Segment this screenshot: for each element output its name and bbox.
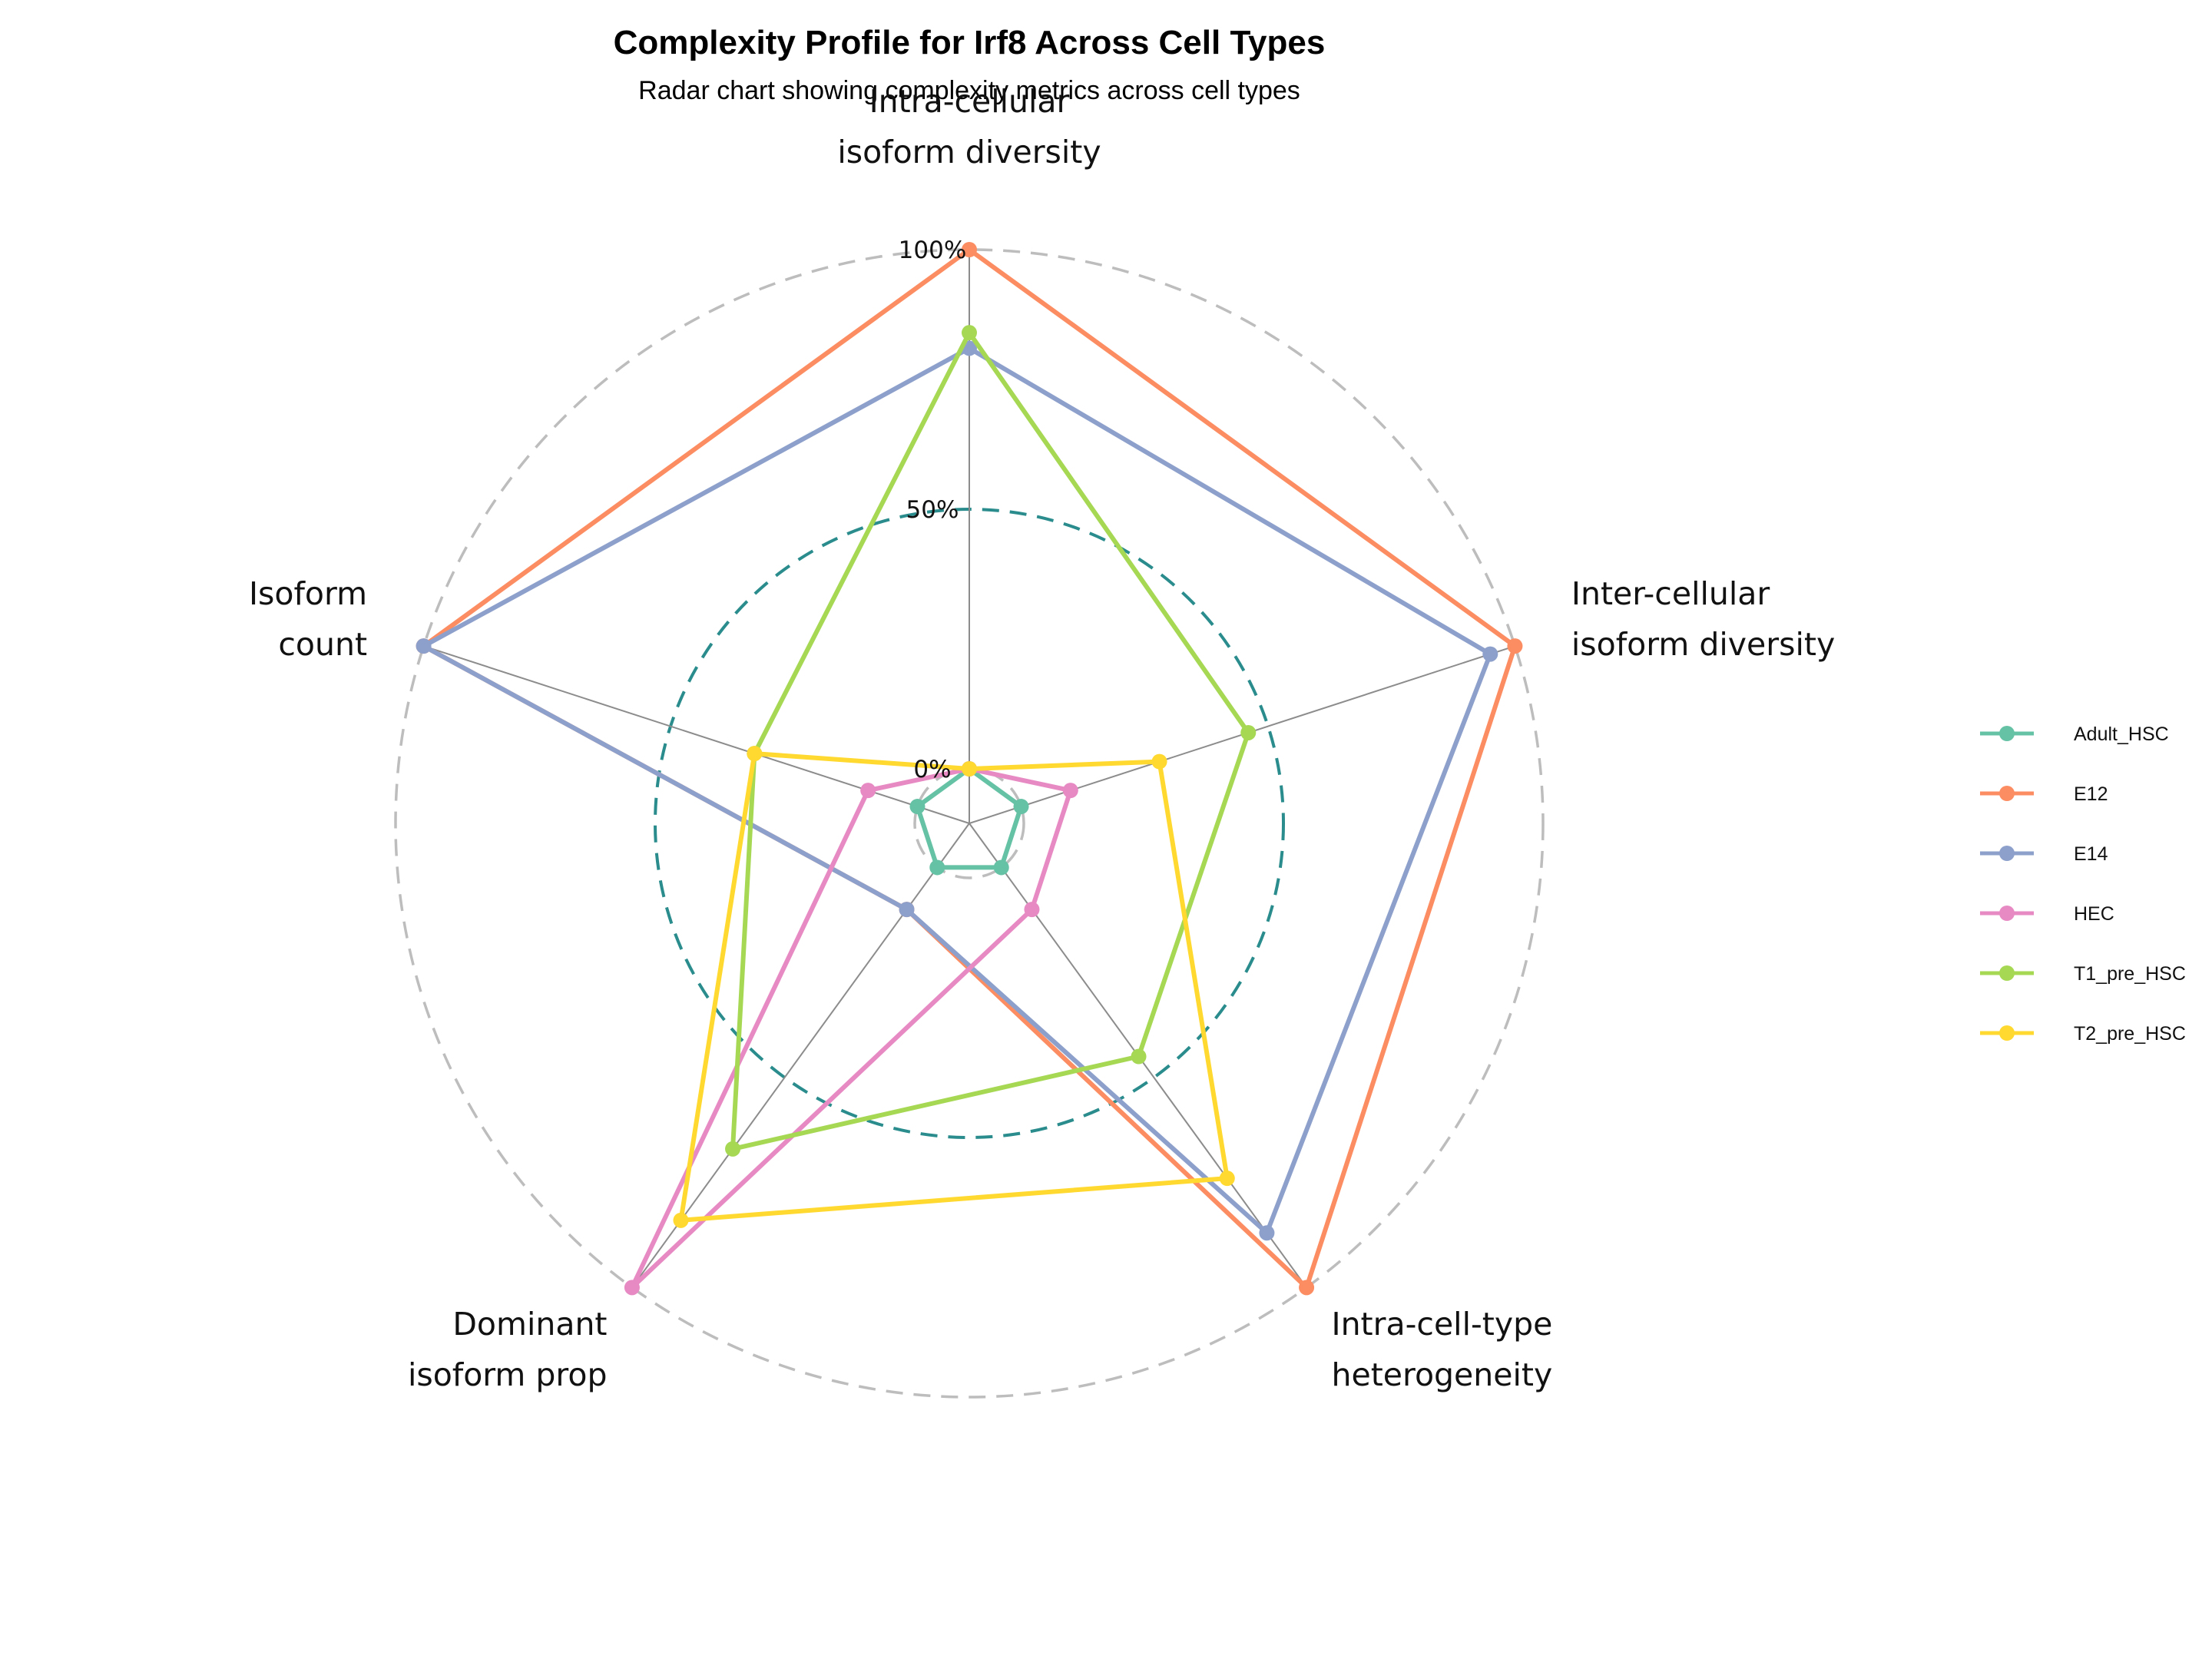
grid-circle-2 xyxy=(394,248,1545,1399)
legend-label: Adult_HSC xyxy=(2074,724,2169,745)
series-T2_pre_HSC xyxy=(673,746,1235,1228)
axis-label-0-line-1: isoform diversity xyxy=(837,134,1101,171)
data-point-T2_pre_HSC-4 xyxy=(747,746,763,762)
legend-key-point xyxy=(1999,1025,2015,1041)
series xyxy=(416,242,1523,1296)
axis-label-3-line-0: Dominant xyxy=(452,1306,607,1343)
legend-label: E14 xyxy=(2074,843,2108,865)
tick-label-2: 100% xyxy=(899,237,967,264)
axis-labels: Intra-cellular isoform diversity Inter-cel… xyxy=(249,83,1835,1393)
axis-label-4-line-0: Isoform xyxy=(249,575,367,612)
data-point-HEC-1 xyxy=(1062,783,1078,799)
series-line-HEC xyxy=(629,767,1073,1290)
legend-item-Adult_HSC: Adult_HSC xyxy=(1980,724,2169,745)
legend-item-T1_pre_HSC: T1_pre_HSC xyxy=(1980,963,2186,985)
data-point-T1_pre_HSC-3 xyxy=(725,1141,741,1157)
data-point-E14-1 xyxy=(1482,646,1498,662)
data-point-Adult_HSC-3 xyxy=(929,859,945,876)
legend-label: T2_pre_HSC xyxy=(2074,1023,2186,1045)
series-line-E12 xyxy=(421,247,1518,1290)
chart-title: Complexity Profile for Irf8 Across Cell … xyxy=(614,24,1326,61)
data-point-T1_pre_HSC-0 xyxy=(962,325,977,341)
series-E14 xyxy=(416,340,1498,1241)
axis-spoke-3 xyxy=(631,823,970,1288)
series-line-T2_pre_HSC xyxy=(678,751,1230,1223)
tick-label-0: 0% xyxy=(913,756,951,783)
legend-key-point xyxy=(1999,906,2015,921)
axis-label-1-line-1: isoform diversity xyxy=(1571,626,1835,663)
legend-key-point xyxy=(1999,965,2015,981)
legend-item-T2_pre_HSC: T2_pre_HSC xyxy=(1980,1023,2186,1045)
series-line-E14 xyxy=(421,346,1493,1236)
data-point-T2_pre_HSC-2 xyxy=(1219,1171,1235,1187)
legend-key-point xyxy=(1999,846,2015,861)
legend-item-E12: E12 xyxy=(1980,783,2108,805)
legend-key-point xyxy=(1999,786,2015,801)
series-line-Adult_HSC xyxy=(915,767,1024,870)
axis-spoke-4 xyxy=(423,645,970,824)
axis-label-3-line-1: isoform prop xyxy=(408,1356,608,1393)
legend-item-HEC: HEC xyxy=(1980,903,2114,925)
data-point-E14-3 xyxy=(899,902,915,918)
legend-item-E14: E14 xyxy=(1980,843,2108,865)
data-point-HEC-2 xyxy=(1024,902,1040,918)
series-line-T1_pre_HSC xyxy=(730,330,1251,1151)
data-point-HEC-3 xyxy=(624,1280,640,1296)
tick-labels: 0% 50% 100% xyxy=(899,237,967,783)
data-point-E12-2 xyxy=(1299,1280,1315,1296)
data-point-HEC-4 xyxy=(860,783,876,799)
data-point-T2_pre_HSC-3 xyxy=(673,1212,689,1228)
chart-subtitle: Radar chart showing complexity metrics a… xyxy=(638,76,1300,105)
data-point-T2_pre_HSC-1 xyxy=(1151,753,1167,770)
data-point-T2_pre_HSC-0 xyxy=(962,761,977,777)
series-T1_pre_HSC xyxy=(725,325,1257,1157)
legend-label: T1_pre_HSC xyxy=(2074,963,2186,985)
axis-label-2-line-1: heterogeneity xyxy=(1331,1356,1552,1393)
data-point-Adult_HSC-4 xyxy=(909,799,926,815)
data-point-Adult_HSC-1 xyxy=(1013,799,1029,815)
data-point-T1_pre_HSC-2 xyxy=(1131,1048,1147,1065)
legend-label: HEC xyxy=(2074,903,2114,925)
axis-label-4-line-1: count xyxy=(278,626,367,663)
data-point-T1_pre_HSC-1 xyxy=(1240,724,1257,740)
data-point-E14-2 xyxy=(1259,1225,1275,1241)
tick-label-1: 50% xyxy=(906,496,959,524)
data-point-Adult_HSC-2 xyxy=(993,859,1009,876)
axis-label-1-line-0: Inter-cellular xyxy=(1571,575,1770,612)
legend-key-point xyxy=(1999,726,2015,741)
data-point-E12-1 xyxy=(1507,638,1523,654)
data-point-E14-4 xyxy=(416,638,432,654)
data-point-E12-0 xyxy=(962,242,977,257)
legend: Adult_HSC E12 E14 HEC T1_pre_HSC T2_pre_HSC xyxy=(1980,724,2186,1045)
axis-label-0-line-0: Intra-cellular xyxy=(869,83,1070,120)
legend-label: E12 xyxy=(2074,783,2108,805)
axis-label-2-line-0: Intra-cell-type xyxy=(1331,1306,1552,1343)
